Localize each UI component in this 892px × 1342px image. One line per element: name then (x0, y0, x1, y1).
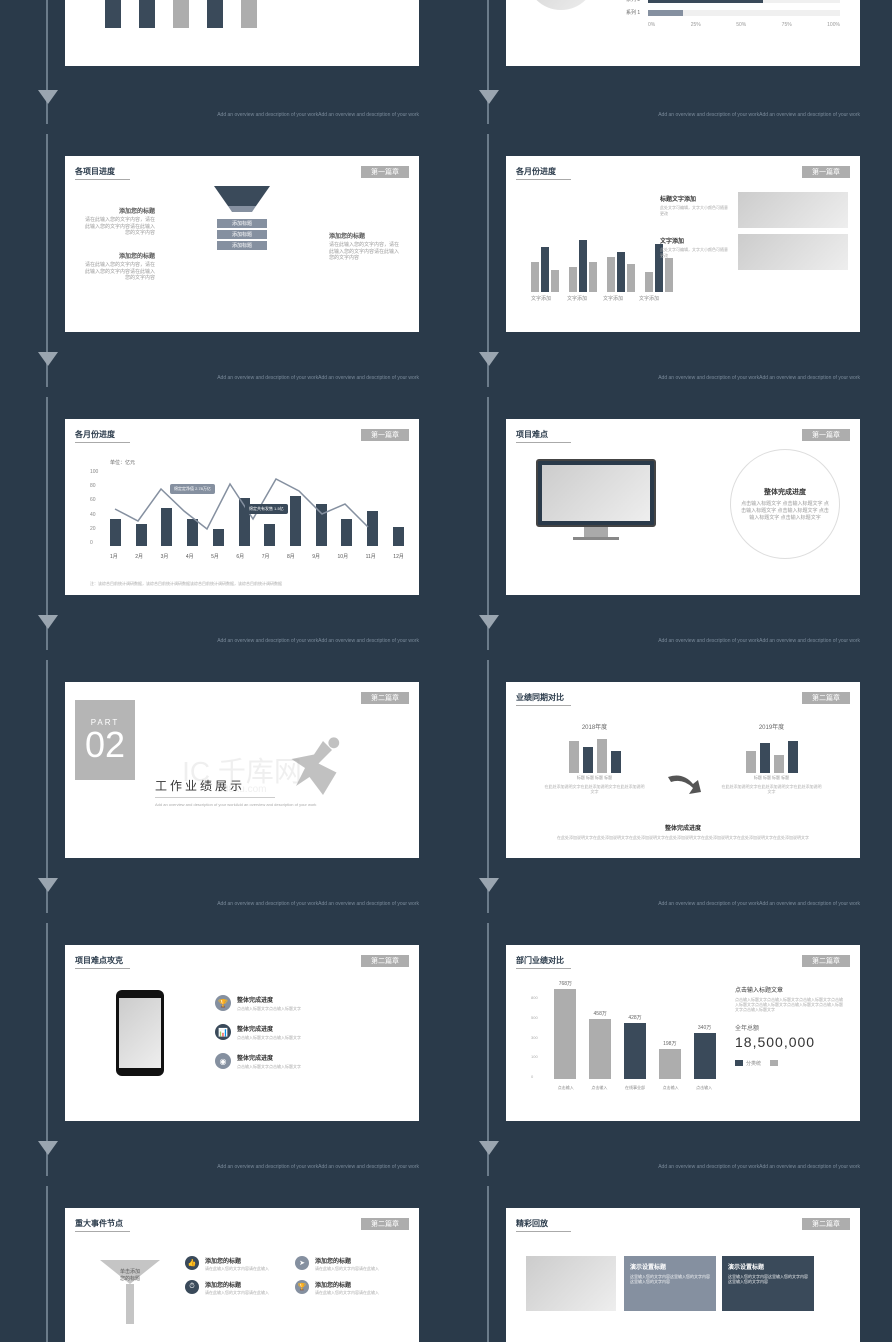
chapter-badge: 第二篇章 (361, 1218, 409, 1230)
text-block: 标题文字添加 此处文字可编辑，文字大小颜色可随意更改 (660, 194, 730, 217)
callout-2: 绵定共有发售 1.5亿 (245, 504, 288, 514)
pencil-chart (105, 0, 257, 28)
hbar-chart: 系列 4 系列 3 系列 2 系列 1 0% 25% 50% 75% 100% (626, 0, 840, 28)
funnel-diagram: 添加标题 添加标题 添加标题 (214, 186, 270, 252)
slide-title: 项目难点 (516, 429, 571, 443)
compare-arrow-icon (663, 772, 703, 802)
trophy-icon: 🏆 (215, 995, 231, 1011)
text-block-2: 文字添加 此处文字可编辑，文字大小颜色可随意更改 (660, 236, 730, 259)
footer: Add an overview and description of your … (217, 375, 419, 382)
chapter-badge: 第二篇章 (361, 692, 409, 704)
slide-title: 重大事件节点 (75, 1218, 130, 1232)
slide-10: 部门业绩对比 第二篇章 8005003001000 768万458万428万19… (451, 923, 882, 1176)
chapter-badge: 第一篇章 (802, 429, 850, 441)
feature-list: 🏆整体完成进度点击输入标题文字点击输入标题文字 📊整体完成进度点击输入标题文字点… (215, 995, 301, 1082)
slide-title: 部门业绩对比 (516, 955, 571, 969)
footer: Add an overview and description of your … (217, 112, 419, 119)
slide-title: 业绩同期对比 (516, 692, 571, 706)
chapter-badge: 第一篇章 (802, 166, 850, 178)
slide-2: 系列 4 系列 3 系列 2 系列 1 0% 25% 50% 75% 100% … (451, 0, 882, 124)
chapter-badge: 第一篇章 (361, 166, 409, 178)
summary-text: 整体完成进度 在此处添加说明文字在此处添加说明文字在此处添加说明文字在此处添加说… (506, 823, 860, 840)
dept-bar-chart: 8005003001000 768万458万428万198万340万 点击输入点… (531, 985, 721, 1101)
chapter-badge: 第二篇章 (802, 692, 850, 704)
clock-icon: ⏱ (185, 1280, 199, 1294)
runner-icon (269, 732, 359, 802)
slide-grid: Add an overview and description of your … (0, 0, 892, 1342)
photo-1 (738, 192, 848, 228)
slide-title: 各月份进度 (75, 429, 130, 443)
event-funnel-shape: 单击添加 您的标题 (100, 1260, 160, 1324)
progress-circle: 整体完成进度 点击输入标题文字 点击输入标题文字 点击输入标题文字 点击输入标题… (730, 449, 840, 559)
chart-note: 注：该综合目前统计调研数据，该综合目前统计调研数据该综合目前统计调研数据，该综合… (90, 581, 404, 587)
slide-12: 精彩回放 第二篇章 演示设置标题 这里输入您的文字内容这里输入您的文字内容这里输… (451, 1186, 882, 1342)
slide-7: 第二篇章 PART 02 工作业绩展示 Add an overview and … (10, 660, 441, 913)
slide-4: 各月份进度 第一篇章 文字添加 文字添加 文字添加 文字添加 标题文字添加 此处… (451, 134, 882, 387)
target-icon: ◉ (215, 1053, 231, 1069)
side-text-left-1: 添加您的标题请在此输入您的文字内容，请在此输入您的文字内容请在此输入您的文字内容 (85, 206, 155, 237)
footer: Add an overview and description of your … (658, 901, 860, 908)
chart-icon: 📊 (215, 1024, 231, 1040)
part-title: 工作业绩展示 (155, 777, 245, 794)
footer: Add an overview and description of your … (658, 112, 860, 119)
slide-title: 精彩回放 (516, 1218, 571, 1232)
dept-summary: 点击输入标题文章 点击输入标题文字点击输入标题文字点击输入标题文字点击输入标题文… (735, 985, 845, 1068)
slide-5: 各月份进度 第一篇章 单位：亿元 100806040200 绵定定净值 2.78… (10, 397, 441, 650)
slide-8: 业绩同期对比 第二篇章 2018年度 标题 标题 标题 标题 在此处添加说明文字… (451, 660, 882, 913)
circle-photo (526, 0, 596, 10)
combo-bar-line-chart: 单位：亿元 100806040200 绵定定净值 2.78万亿 绵定共有发售 1… (90, 459, 404, 560)
event-list: 👍添加您的标题请在此输入您的文字内容请在此输入 ➤添加您的标题请在此输入您的文字… (185, 1256, 379, 1304)
footer: Add an overview and description of your … (217, 901, 419, 908)
footer: Add an overview and description of your … (217, 1164, 419, 1171)
slide-title: 项目难点攻克 (75, 955, 130, 969)
thumb-icon: 👍 (185, 1256, 199, 1270)
chapter-badge: 第二篇章 (802, 1218, 850, 1230)
footer: Add an overview and description of your … (658, 375, 860, 382)
slide-9: 项目难点攻克 第二篇章 🏆整体完成进度点击输入标题文字点击输入标题文字 📊整体完… (10, 923, 441, 1176)
footer: Add an overview and description of your … (658, 638, 860, 645)
part-box: PART 02 (75, 700, 135, 780)
slide-1: Add an overview and description of your … (10, 0, 441, 124)
chapter-badge: 第二篇章 (802, 955, 850, 967)
slide-title: 各项目进度 (75, 166, 130, 180)
review-photo (526, 1256, 616, 1311)
slide-3: 各项目进度 第一篇章 添加标题 添加标题 添加标题 添加您的标题请在此输入您的文… (10, 134, 441, 387)
chapter-badge: 第一篇章 (361, 429, 409, 441)
monitor-graphic: ▲ ➤ 👍 (536, 459, 656, 539)
chapter-badge: 第二篇章 (361, 955, 409, 967)
slide-6: 项目难点 第一篇章 ▲ ➤ 👍 整体完成进度 点击输入标题文字 点击输入标题文字… (451, 397, 882, 650)
trophy-icon: 🏆 (295, 1280, 309, 1294)
review-cards: 演示设置标题 这里输入您的文字内容这里输入您的文字内容这里输入您的文字内容 演示… (624, 1256, 814, 1311)
footer: Add an overview and description of your … (658, 1164, 860, 1171)
callout-1: 绵定定净值 2.78万亿 (170, 484, 215, 494)
send-icon: ➤ (295, 1256, 309, 1270)
photo-2 (738, 234, 848, 270)
footer: Add an overview and description of your … (217, 638, 419, 645)
side-text-left-2: 添加您的标题请在此输入您的文字内容，请在此输入您的文字内容请在此输入您的文字内容 (85, 251, 155, 282)
slide-title: 各月份进度 (516, 166, 571, 180)
phone-graphic (95, 990, 185, 1090)
slide-11: 重大事件节点 第二篇章 单击添加 您的标题 👍添加您的标题请在此输入您的文字内容… (10, 1186, 441, 1342)
grouped-bar-chart (531, 240, 673, 292)
side-text-right: 添加您的标题请在此输入您的文字内容，请在此输入您的文字内容请在此输入您的文字内容 (329, 231, 399, 262)
